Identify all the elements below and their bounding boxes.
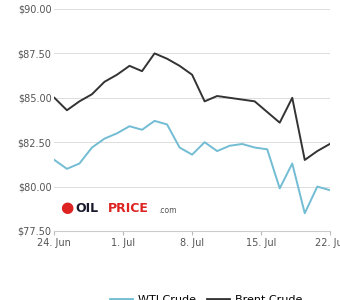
Text: .com: .com	[158, 206, 176, 215]
Text: OIL: OIL	[75, 202, 98, 215]
Legend: WTI Crude, Brent Crude: WTI Crude, Brent Crude	[105, 291, 306, 300]
Text: ●: ●	[60, 200, 73, 215]
Text: PRICE: PRICE	[108, 202, 149, 215]
